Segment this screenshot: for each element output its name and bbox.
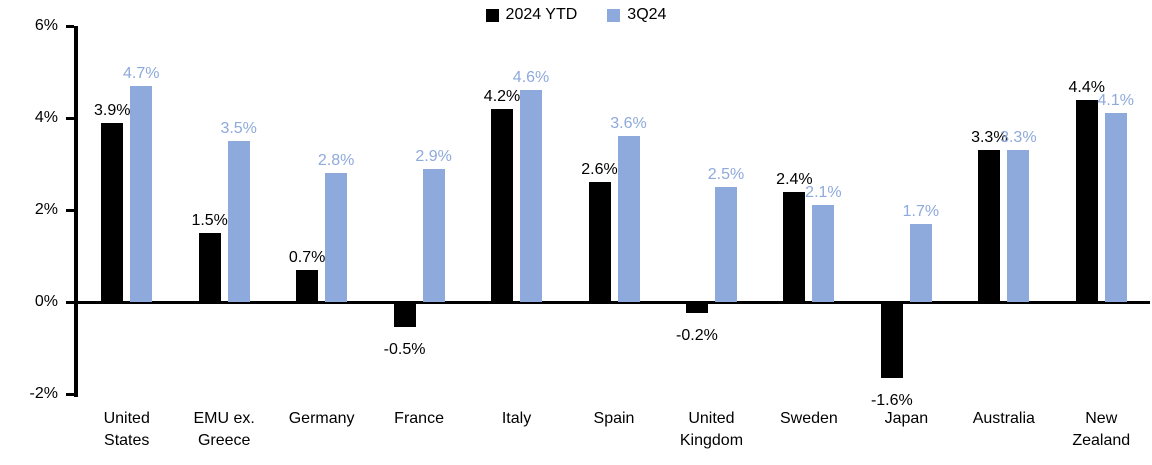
- y-axis-tick: [66, 25, 74, 28]
- y-axis-label: -2%: [29, 385, 58, 402]
- legend-item-2024-ytd: 2024 YTD: [485, 6, 578, 24]
- bar-3q24: [325, 173, 348, 302]
- category-label: Italy: [501, 410, 532, 427]
- legend-swatch-3q24: [607, 8, 621, 22]
- bar-3q24: [909, 223, 932, 302]
- value-label-3q24: 3.3%: [1000, 129, 1037, 147]
- bar-2024-ytd: [393, 304, 416, 327]
- category-label: Germany: [288, 410, 355, 427]
- legend-swatch-2024-ytd: [485, 8, 499, 22]
- value-label-3q24: 2.1%: [805, 184, 842, 202]
- category-label: Spain: [593, 410, 635, 427]
- bar-2024-ytd: [296, 269, 319, 302]
- bar-2024-ytd: [198, 233, 221, 302]
- bar-2024-ytd: [1075, 99, 1098, 302]
- y-axis-tick: [66, 301, 74, 304]
- value-label-2024-ytd: -1.6%: [870, 391, 913, 409]
- bar-2024-ytd: [978, 150, 1001, 302]
- category-label: United States: [103, 410, 150, 449]
- y-axis-label: 4%: [34, 109, 58, 126]
- value-label-2024-ytd: 3.9%: [93, 101, 131, 119]
- bar-3q24: [1104, 113, 1127, 302]
- bar-3q24: [1007, 150, 1030, 302]
- y-axis-label: 0%: [34, 293, 58, 310]
- category-label: Australia: [972, 410, 1035, 427]
- category-label: France: [394, 410, 444, 427]
- bar-3q24: [714, 187, 737, 302]
- value-label-3q24: 4.1%: [1097, 92, 1134, 110]
- bar-2024-ytd: [685, 304, 708, 314]
- y-axis-label: 2%: [34, 201, 58, 218]
- y-axis-label: 6%: [34, 17, 58, 34]
- value-label-2024-ytd: 4.2%: [483, 87, 521, 105]
- zero-line: [74, 301, 1150, 304]
- value-label-3q24: 4.7%: [122, 64, 160, 82]
- legend-label-2024-ytd: 2024 YTD: [505, 6, 578, 23]
- y-axis-tick: [66, 209, 74, 212]
- value-label-2024-ytd: 2.6%: [581, 161, 618, 179]
- value-label-3q24: 2.9%: [415, 147, 452, 165]
- bar-3q24: [227, 141, 250, 302]
- value-label-2024-ytd: 3.3%: [971, 129, 1008, 147]
- category-label: New Zealand: [1072, 410, 1131, 449]
- bar-2024-ytd: [101, 122, 124, 302]
- value-label-2024-ytd: -0.5%: [383, 341, 426, 358]
- value-label-3q24: 3.6%: [610, 115, 647, 133]
- bar-2024-ytd: [588, 182, 611, 302]
- value-label-2024-ytd: 4.4%: [1068, 78, 1105, 96]
- category-label: Sweden: [779, 410, 838, 427]
- value-label-3q24: 3.5%: [220, 120, 257, 137]
- category-label: Japan: [884, 410, 929, 427]
- y-axis-tick: [66, 393, 74, 396]
- y-axis-tick: [66, 117, 74, 120]
- value-label-3q24: 1.7%: [902, 202, 940, 220]
- value-label-2024-ytd: -0.2%: [676, 327, 718, 345]
- value-label-2024-ytd: 1.5%: [191, 212, 228, 229]
- value-label-3q24: 2.5%: [707, 166, 745, 183]
- legend: 2024 YTD 3Q24: [0, 6, 1152, 24]
- bar-3q24: [617, 136, 640, 302]
- legend-label-3q24: 3Q24: [627, 6, 667, 23]
- value-label-2024-ytd: 0.7%: [288, 248, 326, 266]
- bar-2024-ytd: [880, 304, 903, 378]
- bar-2024-ytd: [783, 191, 806, 302]
- bar-3q24: [422, 168, 445, 302]
- bar-2024-ytd: [491, 108, 514, 302]
- bar-3q24: [130, 85, 153, 302]
- y-axis-line: [74, 26, 78, 397]
- bar-3q24: [520, 90, 543, 302]
- value-label-3q24: 2.8%: [317, 152, 355, 170]
- legend-item-3q24: 3Q24: [607, 6, 666, 24]
- category-label: United Kingdom: [679, 410, 744, 449]
- value-label-2024-ytd: 2.4%: [776, 170, 813, 188]
- value-label-3q24: 4.6%: [512, 69, 550, 87]
- category-label: EMU ex. Greece: [193, 410, 255, 449]
- bar-3q24: [812, 205, 835, 302]
